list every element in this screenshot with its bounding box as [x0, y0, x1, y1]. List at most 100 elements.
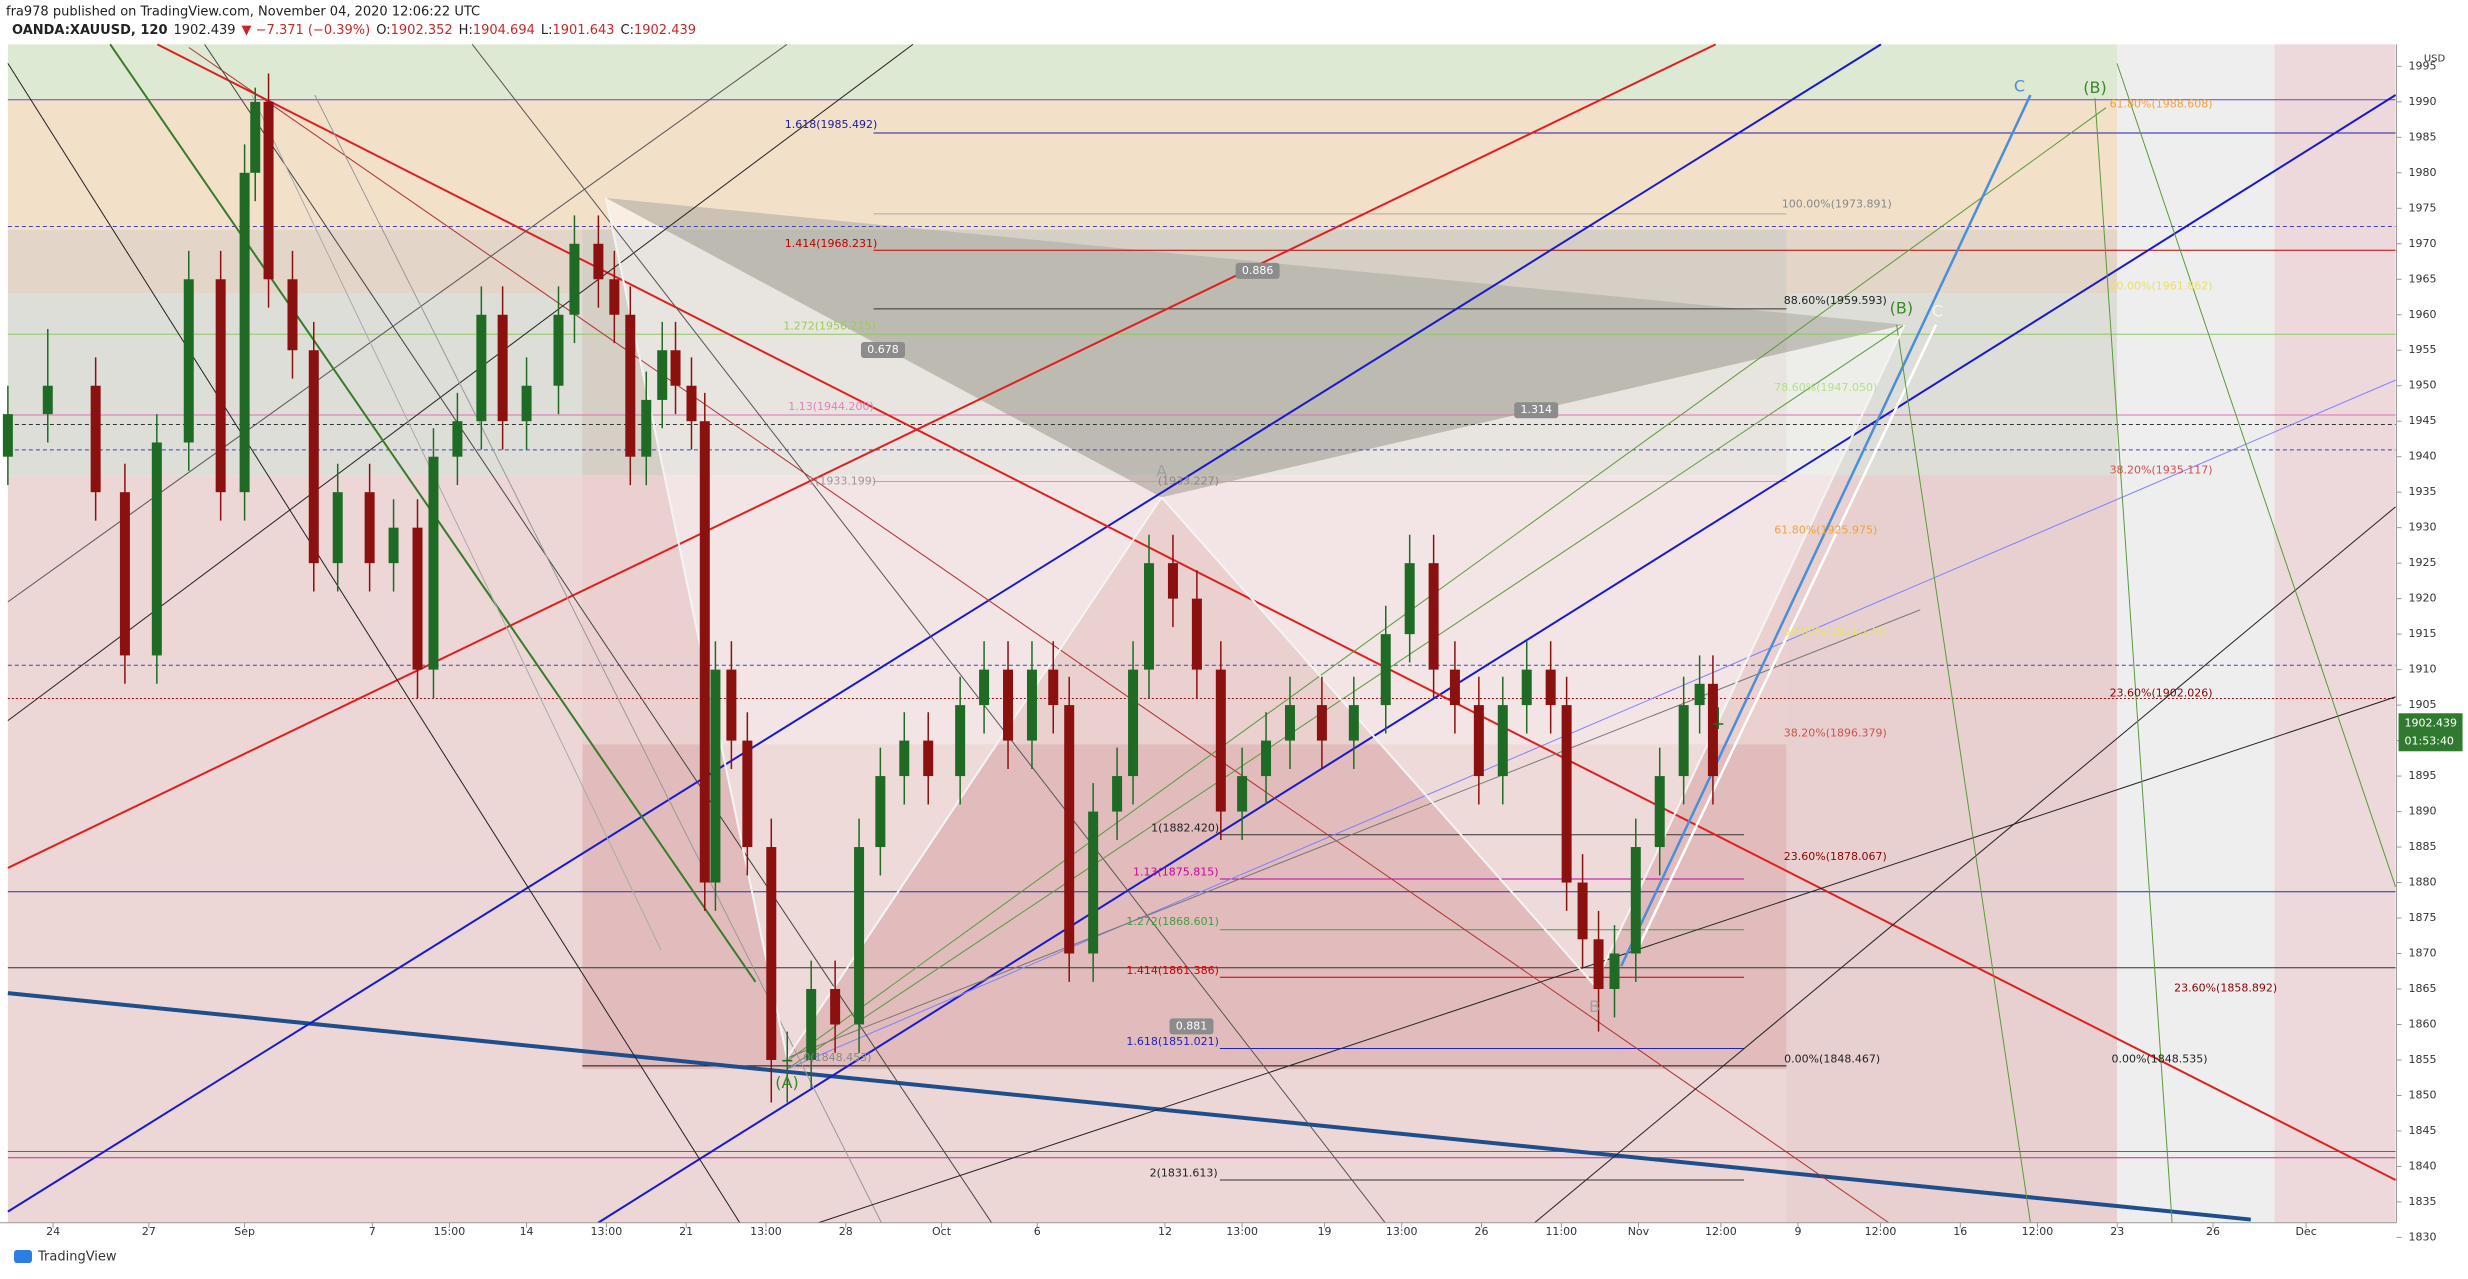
zone	[7, 44, 2118, 100]
drawing-line	[786, 107, 2107, 1062]
fib-label: 61.80%(1988.608)	[2110, 98, 2213, 111]
candle-body	[899, 740, 910, 777]
x-tick-label: 13:00	[1226, 1225, 1258, 1238]
fib-label: 1(1882.420)	[1151, 821, 1219, 834]
zone	[582, 475, 1787, 745]
candle-body	[287, 279, 298, 351]
x-tick-label: 27	[142, 1225, 156, 1238]
wave-label: B	[1589, 997, 1600, 1016]
candle-body	[782, 1059, 793, 1062]
wave-label: (B)	[2083, 78, 2106, 97]
drawing-line	[204, 44, 993, 1224]
x-tick-label: Oct	[932, 1225, 952, 1238]
drawing-line	[1635, 324, 1938, 951]
ohlc-key: H:	[459, 23, 473, 38]
y-tick-label: 1885	[2409, 840, 2437, 853]
candle-body	[215, 279, 226, 493]
price-change: ▼ −7.371 (−0.39%)	[242, 23, 371, 38]
ohlc-key: L:	[541, 23, 553, 38]
y-tick-label: 1840	[2409, 1159, 2437, 1172]
candle-body	[428, 456, 439, 670]
candle-body	[593, 243, 604, 280]
candle-body	[1404, 563, 1415, 635]
candle-body	[742, 740, 753, 848]
candle-body	[955, 705, 966, 777]
candle-body	[1428, 563, 1439, 670]
candle-body	[364, 492, 375, 564]
x-tick-label: 12	[1158, 1225, 1172, 1238]
drawing-line	[7, 43, 1882, 1213]
candle-body	[263, 101, 274, 280]
candle-body	[1316, 705, 1327, 741]
y-tick-label: 1875	[2409, 911, 2437, 924]
drawing-line	[7, 63, 741, 1223]
fib-label: 1.618(1985.492)	[785, 118, 878, 131]
candle-body	[979, 669, 990, 706]
y-tick-label: 1925	[2409, 556, 2437, 569]
last-price: 1902.439	[174, 23, 236, 38]
fib-label: 50.00%(1911.179)	[1784, 625, 1887, 638]
y-tick-label: 1945	[2409, 414, 2437, 427]
drawing-line	[786, 609, 1921, 1059]
fib-label: 23.60%(1858.892)	[2174, 981, 2277, 994]
y-tick-label: 1985	[2409, 130, 2437, 143]
pattern-wedge	[605, 197, 1905, 498]
ohlc-key: O:	[376, 23, 390, 38]
y-tick-label: 1860	[2409, 1017, 2437, 1030]
zone	[2117, 44, 2275, 1223]
x-tick-label: 19	[1318, 1225, 1332, 1238]
candle-body	[710, 669, 721, 883]
drawing-line	[7, 43, 1717, 869]
fib-label: 1.414(1968.231)	[785, 237, 878, 250]
candle-body	[388, 527, 399, 564]
y-tick-label: 1920	[2409, 592, 2437, 605]
candle-body	[875, 776, 886, 848]
y-tick-label: 1880	[2409, 876, 2437, 889]
candle-body	[476, 314, 487, 422]
drawing-line	[471, 44, 1386, 1224]
fib-label: 1.618(1851.021)	[1126, 1035, 1219, 1048]
candle-body	[1261, 740, 1272, 777]
drawing-line	[597, 94, 2397, 1224]
x-tick-label: 14	[520, 1225, 534, 1238]
candle-body	[332, 492, 343, 564]
fib-label: 61.80%(1925.975)	[1774, 524, 1877, 537]
fib-label: 1.13(1875.815)	[1133, 866, 1219, 879]
candle-body	[1048, 669, 1059, 706]
y-tick-label: 1970	[2409, 237, 2437, 250]
y-tick-label: 1910	[2409, 663, 2437, 676]
wave-label: A	[1156, 461, 1167, 480]
drawing-line	[786, 324, 1905, 1070]
y-tick-label: 1865	[2409, 982, 2437, 995]
fib-label: 88.60%(1959.593)	[1784, 294, 1887, 307]
drawing-line	[2094, 98, 2173, 1223]
x-tick-label: Nov	[1628, 1225, 1650, 1238]
candle-body	[521, 385, 532, 422]
candle-body	[1088, 811, 1099, 954]
drawing-line	[605, 197, 788, 1059]
y-tick-label: 1870	[2409, 947, 2437, 960]
drawing-line	[251, 94, 662, 951]
zone	[2274, 44, 2396, 1223]
candle-body	[553, 314, 564, 386]
wave-label: (A)	[775, 1073, 798, 1092]
x-tick-label: 6	[1034, 1225, 1041, 1238]
candle-body	[699, 421, 710, 883]
candle-body	[497, 314, 508, 422]
plot-area: 1.618(1985.492) 1.414(1968.231) 1.272(1956…	[2, 43, 2397, 1224]
drawing-line	[1896, 324, 2031, 1223]
candle-body	[42, 385, 53, 415]
candle-body	[1215, 669, 1226, 812]
fib-label: 38.20%(1935.117)	[2110, 463, 2213, 476]
y-tick-label: 1850	[2409, 1088, 2437, 1101]
candle-body	[686, 385, 697, 422]
zone	[7, 99, 2118, 230]
y-tick-label: 1950	[2409, 379, 2437, 392]
candle-body	[412, 527, 423, 670]
candle-body	[1713, 723, 1724, 725]
y-tick-label: 1830	[2409, 1230, 2437, 1243]
y-tick-label: 1905	[2409, 698, 2437, 711]
footer-brand: TradingView	[37, 1250, 117, 1265]
candle-body	[1707, 683, 1718, 777]
